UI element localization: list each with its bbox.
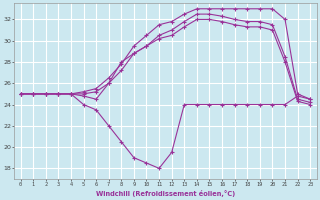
X-axis label: Windchill (Refroidissement éolien,°C): Windchill (Refroidissement éolien,°C) bbox=[96, 190, 235, 197]
